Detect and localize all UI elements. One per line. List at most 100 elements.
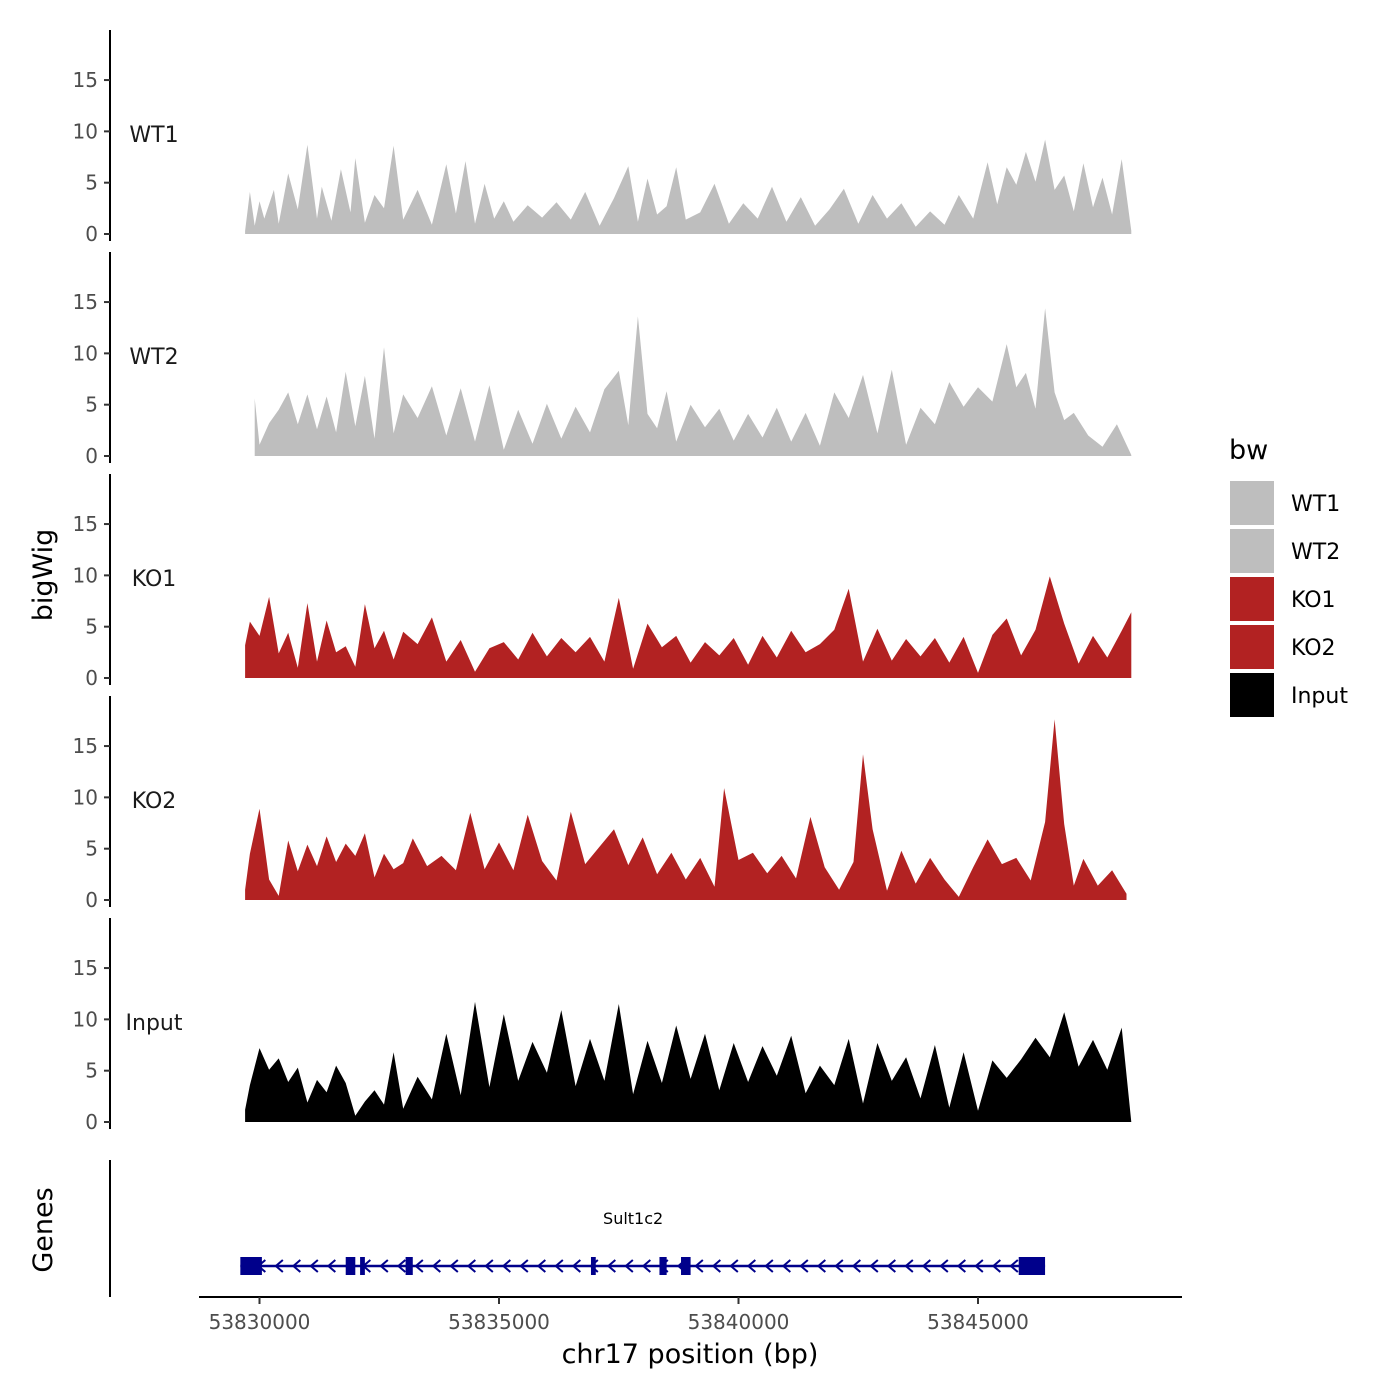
gene-track-title: Genes <box>28 1187 59 1272</box>
gene-exon <box>360 1257 365 1275</box>
coverage-area-wt1 <box>245 139 1132 234</box>
panel-ko1: 0 5 10 15 KO1 <box>73 474 1132 690</box>
legend-item-ko1: KO1 <box>1228 575 1336 623</box>
gene-track: Genes Sult1c2 <box>28 1160 1046 1297</box>
strand-arrow <box>694 1259 704 1273</box>
y-tick-label: 0 <box>85 1110 98 1134</box>
y-axis-title: bigWig <box>28 529 59 622</box>
x-tick-label: 53845000 <box>927 1310 1029 1334</box>
strand-arrow <box>484 1259 494 1273</box>
panel-label-wt2: WT2 <box>129 345 178 370</box>
panel-label-ko1: KO1 <box>132 567 177 592</box>
gene-exon <box>345 1257 356 1275</box>
y-tick-label: 5 <box>85 1059 98 1083</box>
gene-exon <box>405 1257 413 1275</box>
coverage-area-wt2 <box>254 308 1132 456</box>
strand-arrow <box>396 1259 406 1273</box>
strand-arrow <box>1009 1259 1019 1273</box>
strand-arrow <box>536 1259 546 1273</box>
legend: bw WT1 WT2 KO1 KO2 Input <box>1228 435 1348 719</box>
panel-ko2: 0 5 10 15 KO2 <box>73 696 1127 912</box>
coverage-area-input <box>245 1001 1132 1122</box>
strand-arrow <box>309 1259 319 1273</box>
y-tick-label: 0 <box>85 888 98 912</box>
y-tick-label: 15 <box>73 956 98 980</box>
y-tick-label: 5 <box>85 171 98 195</box>
legend-item-input: Input <box>1228 671 1348 719</box>
gene-name-label: Sult1c2 <box>603 1209 663 1228</box>
y-tick-label: 5 <box>85 393 98 417</box>
strand-arrow <box>466 1259 476 1273</box>
strand-arrow <box>379 1259 389 1273</box>
y-tick-label: 10 <box>73 119 98 143</box>
y-tick-label: 15 <box>73 290 98 314</box>
panel-wt2: 0 5 10 15 WT2 <box>73 252 1132 468</box>
coverage-area-ko2 <box>245 719 1127 900</box>
panel-input: 0 5 10 15 Input <box>73 918 1132 1134</box>
y-tick-label: 5 <box>85 837 98 861</box>
y-tick-label: 5 <box>85 615 98 639</box>
y-tick-label: 15 <box>73 734 98 758</box>
y-tick-label: 0 <box>85 444 98 468</box>
y-tick-label: 10 <box>73 1007 98 1031</box>
legend-label: WT2 <box>1291 540 1340 565</box>
x-tick-label: 53835000 <box>448 1310 550 1334</box>
strand-arrow <box>291 1259 301 1273</box>
gene-exon <box>659 1257 667 1275</box>
x-axis: 53830000 53835000 53840000 53845000 chr17 p… <box>199 1296 1182 1370</box>
y-tick-label: 10 <box>73 341 98 365</box>
legend-items: WT1 WT2 KO1 KO2 Input <box>1228 479 1348 719</box>
x-axis-title: chr17 position (bp) <box>562 1339 819 1370</box>
strand-arrow <box>869 1259 879 1273</box>
legend-label: WT1 <box>1291 492 1340 517</box>
strand-arrow <box>431 1259 441 1273</box>
strand-arrow <box>326 1259 336 1273</box>
strand-arrow <box>554 1259 564 1273</box>
strand-arrow <box>606 1259 616 1273</box>
gene-model <box>240 1257 1046 1275</box>
legend-item-ko2: KO2 <box>1228 623 1336 671</box>
gene-exon <box>1018 1257 1046 1275</box>
legend-swatch <box>1228 479 1276 527</box>
legend-title: bw <box>1229 435 1268 466</box>
legend-label: Input <box>1291 684 1348 709</box>
y-tick-label: 15 <box>73 512 98 536</box>
strand-arrow <box>571 1259 581 1273</box>
legend-item-wt1: WT1 <box>1228 479 1340 527</box>
strand-arrow <box>956 1259 966 1273</box>
y-tick-label: 10 <box>73 563 98 587</box>
x-axis-ticks: 53830000 53835000 53840000 53845000 <box>209 1297 1029 1334</box>
legend-swatch <box>1228 527 1276 575</box>
strand-arrow <box>921 1259 931 1273</box>
strand-arrow <box>274 1259 284 1273</box>
strand-arrow <box>624 1259 634 1273</box>
strand-arrow <box>781 1259 791 1273</box>
panel-label-input: Input <box>126 1011 183 1036</box>
y-tick-label: 15 <box>73 68 98 92</box>
legend-swatch <box>1228 575 1276 623</box>
strand-arrow <box>851 1259 861 1273</box>
strand-arrow <box>746 1259 756 1273</box>
strand-arrow <box>904 1259 914 1273</box>
coverage-panels: 0 5 10 15 WT1 0 5 10 15 WT2 0 5 10 15 KO1 0 5 10 15 KO2 0 5 10… <box>73 30 1132 1134</box>
strand-arrow <box>939 1259 949 1273</box>
gene-exon <box>240 1257 262 1275</box>
panel-wt1: 0 5 10 15 WT1 <box>73 30 1132 246</box>
legend-label: KO1 <box>1291 588 1336 613</box>
gene-exon <box>590 1257 596 1275</box>
strand-arrow <box>519 1259 529 1273</box>
strand-arrow <box>414 1259 424 1273</box>
y-tick-label: 0 <box>85 666 98 690</box>
strand-arrow <box>816 1259 826 1273</box>
coverage-area-ko1 <box>245 576 1132 678</box>
panel-label-ko2: KO2 <box>132 789 177 814</box>
strand-arrow <box>711 1259 721 1273</box>
x-tick-label: 53830000 <box>209 1310 311 1334</box>
strand-arrow <box>641 1259 651 1273</box>
gene-exon <box>681 1257 691 1275</box>
legend-label: KO2 <box>1291 636 1336 661</box>
legend-swatch <box>1228 671 1276 719</box>
strand-arrow <box>501 1259 511 1273</box>
strand-arrow <box>449 1259 459 1273</box>
